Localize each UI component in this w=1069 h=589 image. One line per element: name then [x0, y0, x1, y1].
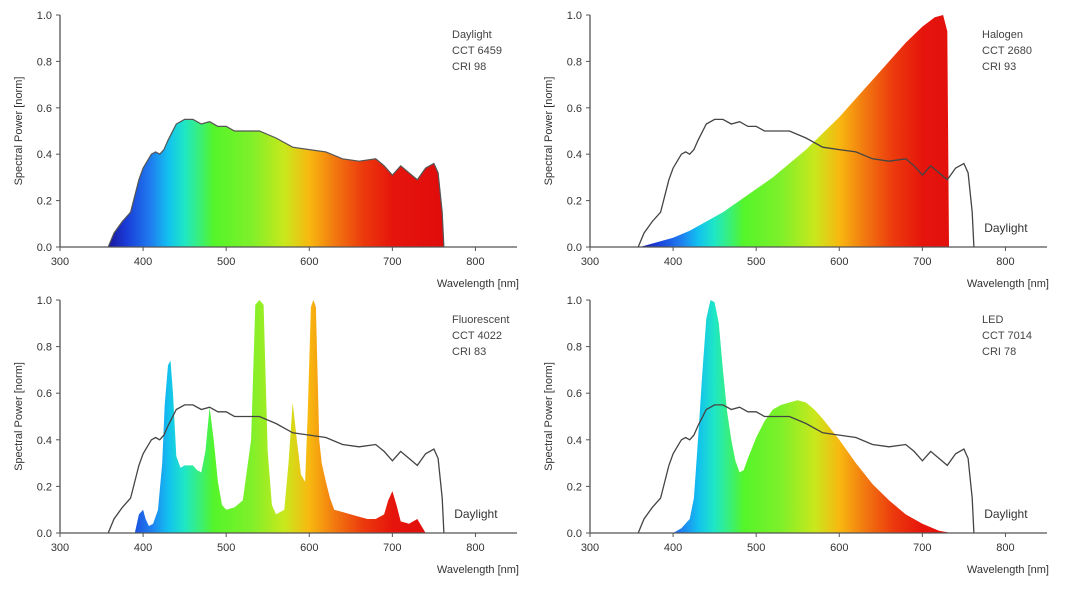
- daylight-line-label: Daylight: [454, 507, 498, 521]
- y-tick-label: 0.6: [37, 388, 52, 400]
- y-tick-label: 1.0: [567, 10, 582, 22]
- x-tick-label: 600: [830, 542, 848, 554]
- x-tick-label: 800: [996, 256, 1014, 268]
- spectrum-area-halogen: [639, 15, 949, 247]
- y-tick-label: 0.2: [567, 196, 582, 208]
- y-tick-label: 1.0: [567, 295, 582, 307]
- y-tick-label: 0.6: [567, 388, 582, 400]
- x-tick-label: 300: [581, 542, 599, 554]
- x-axis-title: Wavelength [nm]: [437, 278, 519, 290]
- panel-halogen: 0.0 0.2 0.4 0.6 0.8 1.0 300 400 500 600 700 800 Wave…: [543, 10, 1049, 290]
- y-tick-label: 0.8: [37, 56, 52, 68]
- y-tick-label: 0.4: [567, 435, 582, 447]
- y-tick-label: 0.4: [37, 435, 52, 447]
- daylight-reference-line: [637, 404, 975, 534]
- x-tick-label: 500: [747, 542, 765, 554]
- y-tick-label: 0.8: [567, 342, 582, 354]
- daylight-line-label: Daylight: [984, 507, 1028, 521]
- panel-annotation-line: Daylight: [452, 29, 492, 41]
- x-tick-label: 300: [51, 256, 69, 268]
- x-tick-label: 800: [996, 542, 1014, 554]
- y-tick-label: 0.6: [567, 103, 582, 115]
- x-tick-label: 400: [664, 256, 682, 268]
- panel-annotation-line: CRI 93: [982, 61, 1016, 73]
- daylight-line-label: Daylight: [984, 221, 1028, 235]
- x-axis-title: Wavelength [nm]: [967, 564, 1049, 576]
- x-tick-label: 800: [466, 542, 484, 554]
- panel-annotation-line: CRI 78: [982, 346, 1016, 358]
- panel-fluorescent: 0.0 0.2 0.4 0.6 0.8 1.0 300 400 500 600 700 800 Wave…: [13, 295, 519, 576]
- y-tick-label: 1.0: [37, 295, 52, 307]
- y-tick-label: 0.0: [37, 528, 52, 540]
- y-axis-title: Spectral Power [norm]: [13, 362, 25, 471]
- y-tick-label: 1.0: [37, 10, 52, 22]
- y-tick-label: 0.2: [37, 481, 52, 493]
- panel-annotation-line: CRI 83: [452, 346, 486, 358]
- panel-annotation-line: Fluorescent: [452, 314, 509, 326]
- x-tick-label: 500: [217, 542, 235, 554]
- panel-annotation-line: CRI 98: [452, 61, 486, 73]
- y-axis-title: Spectral Power [norm]: [543, 77, 555, 186]
- y-tick-label: 0.8: [37, 342, 52, 354]
- x-tick-label: 300: [51, 542, 69, 554]
- panel-annotation-line: CCT 2680: [982, 45, 1032, 57]
- spectrum-area-fluorescent: [134, 300, 426, 533]
- y-tick-label: 0.0: [37, 242, 52, 254]
- x-axis-title: Wavelength [nm]: [967, 278, 1049, 290]
- x-tick-label: 400: [134, 256, 152, 268]
- y-axis-title: Spectral Power [norm]: [543, 362, 555, 471]
- x-tick-label: 700: [383, 256, 401, 268]
- y-tick-label: 0.0: [567, 528, 582, 540]
- y-tick-label: 0.0: [567, 242, 582, 254]
- y-tick-label: 0.6: [37, 103, 52, 115]
- x-tick-label: 600: [300, 542, 318, 554]
- x-tick-label: 500: [747, 256, 765, 268]
- y-tick-label: 0.2: [37, 196, 52, 208]
- panel-annotation-line: Halogen: [982, 29, 1023, 41]
- spectrum-area-led: [673, 300, 952, 533]
- panel-annotation-line: CCT 7014: [982, 330, 1032, 342]
- daylight-reference-line: [107, 404, 445, 534]
- x-tick-label: 400: [134, 542, 152, 554]
- x-tick-label: 700: [383, 542, 401, 554]
- daylight-reference-line: [637, 118, 975, 248]
- x-tick-label: 700: [913, 256, 931, 268]
- daylight-outline: [107, 118, 445, 248]
- x-tick-label: 700: [913, 542, 931, 554]
- x-tick-label: 400: [664, 542, 682, 554]
- panel-annotation-line: LED: [982, 314, 1003, 326]
- y-tick-label: 0.8: [567, 56, 582, 68]
- panel-daylight: 0.0 0.2 0.4 0.6 0.8 1.0 300 400 500 600 700 800 Wave…: [13, 10, 519, 290]
- x-tick-label: 500: [217, 256, 235, 268]
- x-tick-label: 600: [300, 256, 318, 268]
- y-tick-label: 0.2: [567, 481, 582, 493]
- panel-annotation-line: CCT 4022: [452, 330, 502, 342]
- y-tick-label: 0.4: [37, 149, 52, 161]
- x-tick-label: 600: [830, 256, 848, 268]
- y-axis-title: Spectral Power [norm]: [13, 77, 25, 186]
- x-tick-label: 800: [466, 256, 484, 268]
- panel-annotation-line: CCT 6459: [452, 45, 502, 57]
- panel-led: 0.0 0.2 0.4 0.6 0.8 1.0 300 400 500 600 700 800 Wave…: [543, 295, 1049, 576]
- spectrum-area-daylight: [108, 119, 444, 247]
- y-tick-label: 0.4: [567, 149, 582, 161]
- x-tick-label: 300: [581, 256, 599, 268]
- x-axis-title: Wavelength [nm]: [437, 564, 519, 576]
